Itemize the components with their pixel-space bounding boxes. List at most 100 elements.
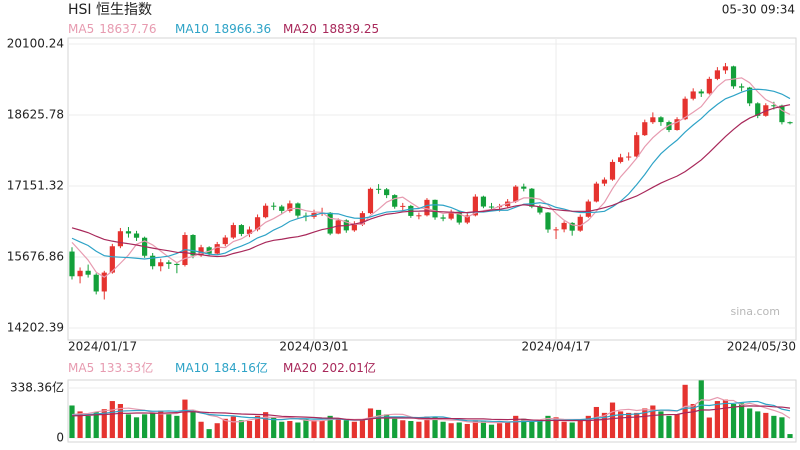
legend-entry: MA20 202.01亿 [283, 360, 376, 375]
legend-name: MA5 [68, 22, 94, 36]
candle-body [432, 199, 438, 218]
y-tick-label: 17151.32 [7, 178, 64, 192]
volume-panel-frame [67, 379, 797, 443]
candle-body [190, 234, 196, 256]
volume-bar [642, 408, 648, 438]
volume-bar [351, 421, 357, 438]
volume-bar [101, 409, 107, 438]
candle-body [642, 122, 648, 136]
candle-body [714, 70, 720, 79]
volume-bar [537, 420, 543, 438]
volume-bar [714, 401, 720, 438]
candle-body [125, 231, 132, 234]
volume-bar [392, 418, 398, 438]
volume-bar [85, 415, 91, 438]
volume-bar [577, 420, 583, 438]
volume-bar [190, 409, 196, 438]
volume-bar [755, 411, 761, 438]
ma-line [71, 77, 791, 278]
candle-body [787, 122, 793, 124]
y-tick-label: 338.36亿 [10, 380, 64, 395]
candle-body [779, 105, 785, 123]
volume-bar [69, 405, 75, 438]
candle-body [351, 224, 357, 231]
volume-bar [214, 423, 220, 438]
candle-body [569, 222, 575, 231]
y-tick-label: 15676.86 [7, 249, 64, 263]
volume-bar [690, 404, 696, 438]
volume-bar [400, 420, 406, 438]
volume-bar [747, 408, 753, 438]
candle-body [198, 247, 204, 256]
candle-body [577, 216, 583, 231]
candle-body [279, 206, 285, 211]
candle-body [133, 233, 140, 238]
volume-bar [545, 415, 551, 438]
volume-bar [206, 429, 212, 438]
candle-body [367, 188, 374, 214]
volume-bar [263, 412, 269, 438]
candle-body [206, 247, 212, 254]
volume-bar [238, 420, 245, 438]
candle-body [609, 161, 616, 180]
volume-bar [311, 420, 317, 438]
volume-bar [359, 419, 366, 438]
volume-bar [496, 423, 503, 438]
candle-body [722, 66, 729, 71]
y-tick-label: 18625.78 [7, 107, 64, 121]
candle-body [400, 205, 406, 207]
volume-bar [569, 422, 575, 438]
candle-body [698, 91, 704, 94]
volume-bar [158, 410, 164, 438]
volume-bar [133, 417, 140, 438]
volume-bar [319, 421, 325, 438]
volume-bar [271, 417, 277, 438]
volume-bar [738, 403, 745, 438]
legend-entry: MA10 18966.36 [175, 22, 271, 36]
volume-bar [682, 384, 688, 438]
volume-bar [375, 409, 382, 438]
candle-body [738, 86, 745, 88]
candle-body [440, 217, 446, 219]
volume-bar [424, 416, 430, 438]
volume-bar [771, 415, 777, 438]
candle-body [755, 103, 761, 116]
volume-bar [174, 415, 180, 438]
volume-bar [779, 417, 785, 438]
legend-value: 133.33亿 [99, 360, 153, 375]
volume-bar [125, 414, 132, 438]
volume-bar [142, 414, 148, 438]
candle-body [658, 117, 664, 123]
candle-body [93, 274, 99, 292]
candle-body [287, 203, 293, 211]
y-tick-label: 14202.39 [7, 321, 64, 335]
candle-body [650, 117, 656, 123]
price-panel-frame [67, 37, 797, 341]
volume-bar [166, 413, 172, 438]
candle-body [384, 189, 390, 196]
volume-bar [448, 423, 454, 438]
candle-body [416, 215, 422, 217]
candle-body [593, 183, 599, 202]
candle-body [634, 135, 640, 157]
candle-body [214, 244, 220, 254]
candle-body [424, 199, 430, 216]
volume-bar [561, 421, 567, 438]
volume-bar [456, 422, 462, 438]
candle-body [561, 222, 567, 230]
candle-body [553, 229, 559, 231]
ma-line [71, 88, 791, 260]
candle-body [674, 119, 680, 131]
volume-bar [93, 412, 99, 438]
ma-line [71, 104, 791, 258]
volume-bar [77, 411, 83, 438]
candle-body [456, 211, 462, 223]
candle-body [472, 196, 478, 216]
legend-entry: MA10 184.16亿 [175, 360, 268, 375]
candle-body [545, 212, 551, 230]
volume-bar [488, 424, 495, 438]
volume-bar [367, 408, 374, 438]
volume-bar [287, 421, 293, 438]
volume-bar [198, 421, 204, 438]
